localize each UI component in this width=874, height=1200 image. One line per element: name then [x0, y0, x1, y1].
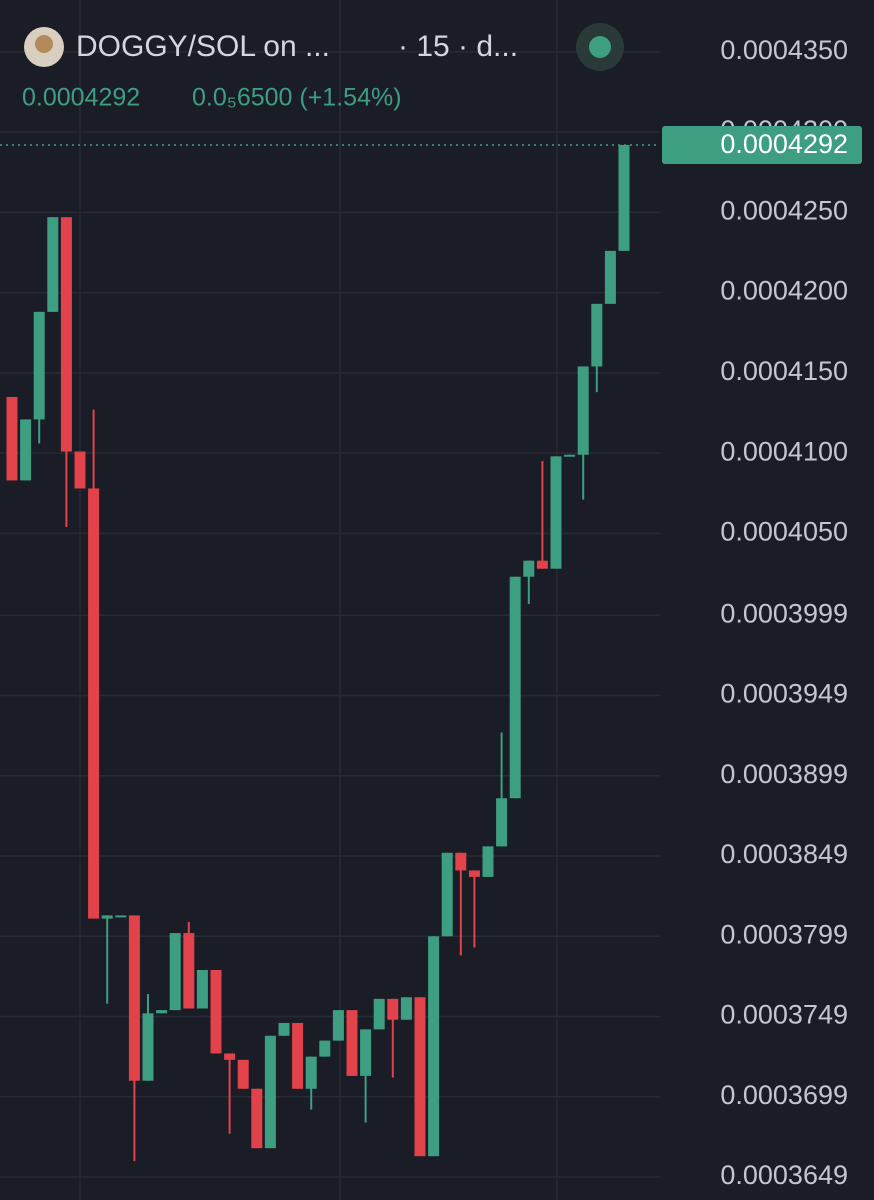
candle-body [400, 997, 412, 1020]
candle-body [210, 969, 222, 1054]
candle-body [237, 1059, 249, 1089]
y-tick-label: 0.0004350 [720, 35, 848, 65]
candle-body [74, 451, 86, 489]
last-price-label: 0.0004292 [720, 129, 848, 159]
candle-body [47, 217, 59, 312]
grid [0, 0, 660, 1200]
y-tick-label: 0.0004100 [720, 436, 848, 466]
y-tick-label: 0.0004200 [720, 276, 848, 306]
change: 0.0₅6500 (+1.54%) [192, 84, 402, 112]
candle-body [183, 933, 195, 1009]
candle-body [346, 1010, 358, 1076]
candle-body [550, 456, 562, 569]
candle-body [618, 144, 630, 251]
candle-body [101, 915, 113, 919]
candle-body [564, 454, 576, 457]
candle-body [6, 396, 18, 481]
candle-body [360, 1029, 372, 1076]
y-tick-label: 0.0004250 [720, 195, 848, 225]
candle-body [468, 870, 480, 877]
y-tick-label: 0.0003849 [720, 839, 848, 869]
last-price-tag [662, 125, 862, 164]
candle-body [387, 998, 399, 1020]
candle-body [305, 1056, 317, 1089]
y-tick-label: 0.0003949 [720, 679, 848, 709]
y-tick-label: 0.0004050 [720, 517, 848, 547]
candle-body [278, 1022, 290, 1036]
status-dot [589, 36, 611, 58]
candle-body [128, 915, 140, 1081]
candle-body [156, 1010, 168, 1014]
y-tick-label: 0.0003899 [720, 759, 848, 789]
y-tick-label: 0.0003649 [720, 1160, 848, 1190]
candle-body [332, 1010, 344, 1041]
candle-body [60, 217, 72, 452]
candle-body [509, 576, 521, 799]
candle-body [169, 933, 181, 1011]
candle-body [142, 1013, 154, 1081]
y-tick-label: 0.0004150 [720, 356, 848, 386]
candle-body [496, 798, 508, 847]
candle-body [373, 998, 385, 1030]
candle-body [577, 366, 589, 455]
price: 0.0004292 [22, 84, 140, 112]
candle-body [441, 852, 453, 937]
candle-body [224, 1053, 236, 1060]
token-icon-face [35, 35, 53, 53]
y-tick-label: 0.0003749 [720, 1000, 848, 1030]
y-tick-label: 0.0003999 [720, 598, 848, 628]
candle-body [604, 250, 616, 304]
candle-body [536, 560, 548, 569]
candle-body [115, 915, 127, 918]
candles [6, 144, 630, 1161]
candle-body [523, 560, 535, 577]
y-tick-label: 0.0003799 [720, 919, 848, 949]
candle-body [591, 303, 603, 367]
candle-body [251, 1088, 263, 1149]
candle-body [264, 1035, 276, 1149]
candle-body [292, 1022, 304, 1089]
candle-body [455, 852, 467, 871]
candle-body [88, 488, 100, 919]
candle-body [20, 419, 32, 481]
candle-body [414, 997, 426, 1157]
candle-body [319, 1040, 331, 1057]
title: DOGGY/SOL on ... [76, 30, 330, 63]
interval: · 15 · d... [398, 30, 518, 63]
candle-body [428, 936, 440, 1157]
candle-body [482, 846, 494, 877]
y-axis: 0.00043500.00043000.00042500.00042000.00… [0, 35, 862, 1190]
candle-body [196, 969, 208, 1009]
y-tick-label: 0.0003699 [720, 1080, 848, 1110]
candle-body [33, 311, 45, 420]
header: DOGGY/SOL on ... · 15 · d... 0.0004292 0… [22, 23, 624, 112]
